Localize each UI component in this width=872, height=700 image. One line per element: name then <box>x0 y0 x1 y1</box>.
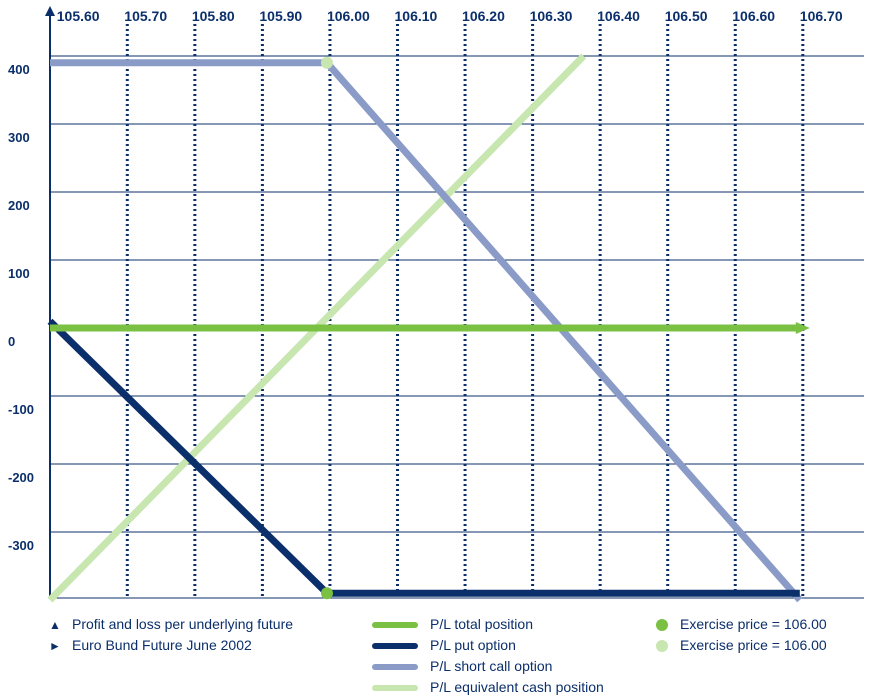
legend-label: Exercise price = 106.00 <box>680 637 827 653</box>
x-tick-label: 106.50 <box>665 8 708 24</box>
vertical-gridlines <box>125 24 805 598</box>
legend-item-profit-loss: ▲ Profit and loss per underlying future <box>48 614 293 634</box>
legend-label: P/L put option <box>430 637 516 653</box>
series-line <box>47 318 800 597</box>
exercise-marker <box>320 587 333 600</box>
x-tick-label: 105.60 <box>57 8 100 24</box>
payoff-chart: 105.60 105.70 105.80 105.90 106.00 106.10 106.… <box>8 6 864 603</box>
triangle-up-icon: ▲ <box>49 618 61 632</box>
x-tick-label: 106.10 <box>395 8 438 24</box>
y-tick-label: 400 <box>8 62 30 77</box>
x-tick-label: 106.30 <box>530 8 573 24</box>
series-lines <box>47 53 810 603</box>
legend-label: P/L equivalent cash position <box>430 679 604 695</box>
exercise-markers <box>320 56 333 600</box>
axes <box>45 6 864 599</box>
y-tick-labels: 400 300 200 100 0 -100 -200 -300 <box>8 62 34 553</box>
x-tick-label: 106.70 <box>800 8 843 24</box>
horizontal-gridlines <box>50 55 864 533</box>
x-tick-label: 105.90 <box>259 8 302 24</box>
x-tick-label: 106.40 <box>597 8 640 24</box>
exercise-marker <box>320 56 333 69</box>
legend-item-short-call: P/L short call option <box>372 656 552 676</box>
x-tick-labels: 105.60 105.70 105.80 105.90 106.00 106.10 106.… <box>57 8 843 24</box>
legend-label: P/L short call option <box>430 658 553 674</box>
total-line-arrow-icon <box>795 322 810 334</box>
x-tick-label: 106.00 <box>327 8 370 24</box>
periwinkle-line-swatch <box>372 664 418 671</box>
triangle-right-icon: ► <box>49 639 61 653</box>
y-axis-arrow-icon <box>45 6 55 16</box>
green-line-swatch <box>372 622 418 629</box>
x-tick-label: 106.20 <box>462 8 505 24</box>
x-tick-label: 106.60 <box>732 8 775 24</box>
legend-item-exercise-light: Exercise price = 106.00 <box>656 635 827 655</box>
legend-label: P/L total position <box>430 616 533 632</box>
y-tick-label: -100 <box>8 402 34 417</box>
y-tick-label: -300 <box>8 538 34 553</box>
x-tick-label: 105.80 <box>192 8 235 24</box>
light-green-line-swatch <box>372 685 418 692</box>
legend-item-underlying: ► Euro Bund Future June 2002 <box>48 635 252 655</box>
green-dot-icon <box>656 619 668 632</box>
legend-item-cash-position: P/L equivalent cash position <box>372 677 604 697</box>
navy-line-swatch <box>372 643 418 650</box>
light-green-dot-icon <box>656 640 668 653</box>
legend-item-total-position: P/L total position <box>372 614 533 634</box>
legend-item-put-option: P/L put option <box>372 635 516 655</box>
y-tick-label: 0 <box>8 334 15 349</box>
y-tick-label: 300 <box>8 130 30 145</box>
y-tick-label: 200 <box>8 198 30 213</box>
y-tick-label: -200 <box>8 470 34 485</box>
x-tick-label: 105.70 <box>124 8 167 24</box>
legend-item-exercise-green: Exercise price = 106.00 <box>656 614 827 634</box>
y-tick-label: 100 <box>8 266 30 281</box>
legend-label: Profit and loss per underlying future <box>72 616 294 632</box>
legend-label: Euro Bund Future June 2002 <box>72 637 252 653</box>
legend-label: Exercise price = 106.00 <box>680 616 827 632</box>
